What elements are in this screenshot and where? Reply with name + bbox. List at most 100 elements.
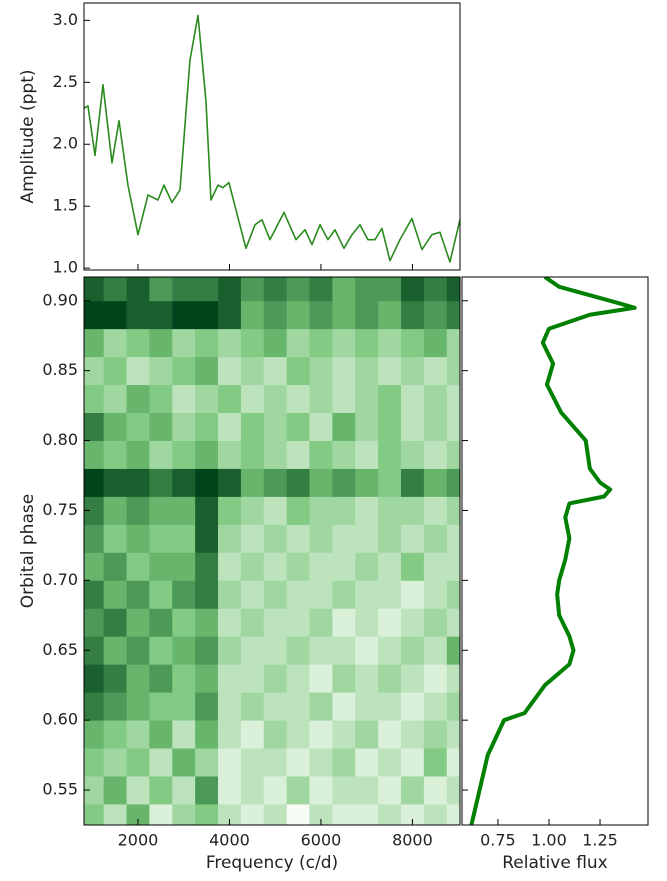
- heat-cell: [446, 524, 460, 553]
- heat-cell: [240, 748, 265, 777]
- x-tick-label: 6000: [301, 831, 342, 850]
- heat-cell: [378, 496, 402, 525]
- heat-cell: [218, 328, 242, 358]
- heat-cell: [218, 608, 242, 637]
- x-tick-label: 0.75: [480, 831, 516, 850]
- heat-cell: [332, 748, 356, 777]
- heat-cell: [84, 468, 105, 497]
- heat-cell: [126, 552, 150, 581]
- heat-cell: [400, 776, 425, 805]
- heat-cell: [126, 496, 150, 525]
- heat-cell: [286, 580, 310, 609]
- heat-cell: [263, 580, 288, 609]
- heat-cell: [103, 440, 127, 469]
- heat-cell: [240, 776, 265, 805]
- heat-cell: [172, 608, 196, 637]
- heat-cell: [240, 496, 265, 525]
- heat-cell: [263, 720, 288, 749]
- heat-cell: [309, 580, 333, 609]
- heat-cell: [126, 720, 150, 749]
- heat-cell: [126, 580, 150, 609]
- heat-cell: [355, 692, 379, 721]
- heat-cell: [309, 300, 333, 330]
- heat-cell: [355, 384, 379, 414]
- heat-cell: [240, 720, 265, 749]
- heat-cell: [332, 524, 356, 553]
- axes-frame: [83, 276, 461, 826]
- heat-cell: [172, 468, 196, 497]
- heat-cell: [84, 720, 105, 749]
- heat-cell: [263, 524, 288, 553]
- heat-cell: [218, 300, 242, 330]
- heat-cell: [195, 776, 219, 805]
- heat-cell: [84, 608, 105, 637]
- heat-cell: [423, 496, 448, 525]
- heat-cell: [218, 468, 242, 497]
- heat-cell: [286, 468, 310, 497]
- heat-cell: [218, 776, 242, 805]
- heat-cell: [400, 496, 425, 525]
- heat-cell: [446, 552, 460, 581]
- heat-cell: [263, 608, 288, 637]
- heat-cell: [423, 580, 448, 609]
- heat-cell: [332, 468, 356, 497]
- heat-cell: [263, 440, 288, 469]
- heat-cell: [378, 440, 402, 469]
- heat-cell: [172, 356, 196, 386]
- heat-cell: [400, 580, 425, 609]
- heat-cell: [423, 608, 448, 637]
- heat-cell: [423, 277, 448, 302]
- axes-frame: [461, 276, 649, 826]
- heat-cell: [309, 468, 333, 497]
- heat-cell: [286, 720, 310, 749]
- heat-cell: [263, 412, 288, 441]
- heat-cell: [378, 356, 402, 386]
- heat-cell: [218, 804, 242, 825]
- heat-cell: [149, 496, 173, 525]
- heat-cell: [355, 580, 379, 609]
- heat-cell: [195, 356, 219, 386]
- heat-cell: [446, 608, 460, 637]
- heat-cell: [84, 412, 105, 441]
- heat-cell: [126, 636, 150, 665]
- heat-cell: [149, 356, 173, 386]
- heat-cell: [378, 720, 402, 749]
- heat-cell: [446, 664, 460, 693]
- heat-cell: [84, 328, 105, 358]
- heat-cell: [172, 748, 196, 777]
- heat-cell: [149, 636, 173, 665]
- data-line: [469, 277, 637, 825]
- heat-cell: [309, 720, 333, 749]
- heat-cell: [218, 664, 242, 693]
- heat-cell: [103, 720, 127, 749]
- heat-cell: [286, 692, 310, 721]
- heat-cell: [355, 804, 379, 825]
- heat-cell: [400, 636, 425, 665]
- heat-cell: [355, 664, 379, 693]
- heat-cell: [172, 440, 196, 469]
- heat-cell: [309, 496, 333, 525]
- y-tick-label: 1.0: [53, 258, 78, 277]
- heat-cell: [126, 692, 150, 721]
- heat-cell: [378, 384, 402, 414]
- heat-cell: [332, 277, 356, 302]
- heat-cell: [172, 277, 196, 302]
- heat-cell: [172, 412, 196, 441]
- heat-cell: [263, 496, 288, 525]
- heat-cell: [149, 608, 173, 637]
- heat-cell: [84, 384, 105, 414]
- heat-cell: [149, 692, 173, 721]
- heat-cell: [400, 664, 425, 693]
- heat-cell: [355, 300, 379, 330]
- heat-cell: [378, 277, 402, 302]
- heat-cell: [263, 384, 288, 414]
- heat-cell: [263, 277, 288, 302]
- heat-cell: [423, 552, 448, 581]
- heat-cell: [309, 412, 333, 441]
- heat-cell: [423, 468, 448, 497]
- heat-cell: [84, 776, 105, 805]
- heat-cell: [218, 552, 242, 581]
- heat-cell: [126, 468, 150, 497]
- heat-cell: [423, 300, 448, 330]
